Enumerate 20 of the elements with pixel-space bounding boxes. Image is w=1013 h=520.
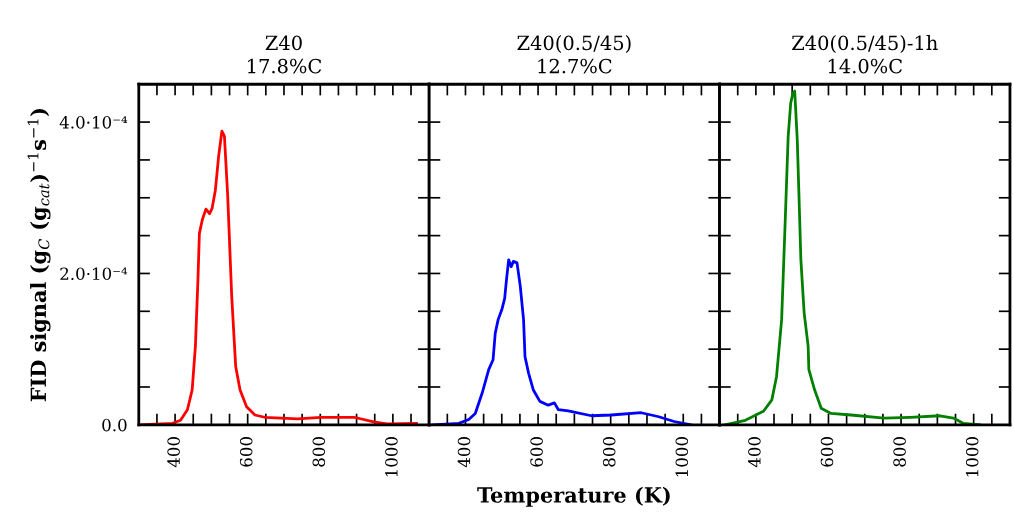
x-tick-label: 400: [457, 437, 471, 468]
x-tick-label: 400: [748, 437, 761, 468]
x-tick-label: 1000: [385, 437, 398, 477]
chart-title: Z40(0.5/45) 12.7%C: [517, 35, 631, 74]
chart-title: Z40 17.8%C: [248, 35, 322, 74]
x-tick-label: 1000: [675, 437, 689, 477]
x-tick-label: 600: [820, 437, 834, 467]
x-tick-label: 400: [167, 437, 180, 468]
x-tick-label: 800: [312, 437, 326, 467]
x-tick-label: 1000: [965, 437, 979, 477]
y-tick-label: 4.0·10⁻⁴: [59, 116, 128, 129]
x-tick-label: 800: [893, 437, 906, 467]
y-tick-label: 2.0·10⁻⁴: [60, 267, 128, 281]
text: FID signal (g$_{C}$ (g$_{cat}$)$^{−1}$s$^{−1}$): [27, 109, 51, 402]
x-tick-label: 600: [530, 437, 543, 467]
x-tick-label: 800: [602, 437, 616, 467]
x-tick-label: 600: [239, 437, 253, 467]
chart-title: Z40(0.5/45)-1h 14.0%C: [792, 35, 938, 74]
x-axis-title: Temperature (K): [477, 486, 670, 507]
y-tick-label: 0.0: [102, 418, 127, 432]
